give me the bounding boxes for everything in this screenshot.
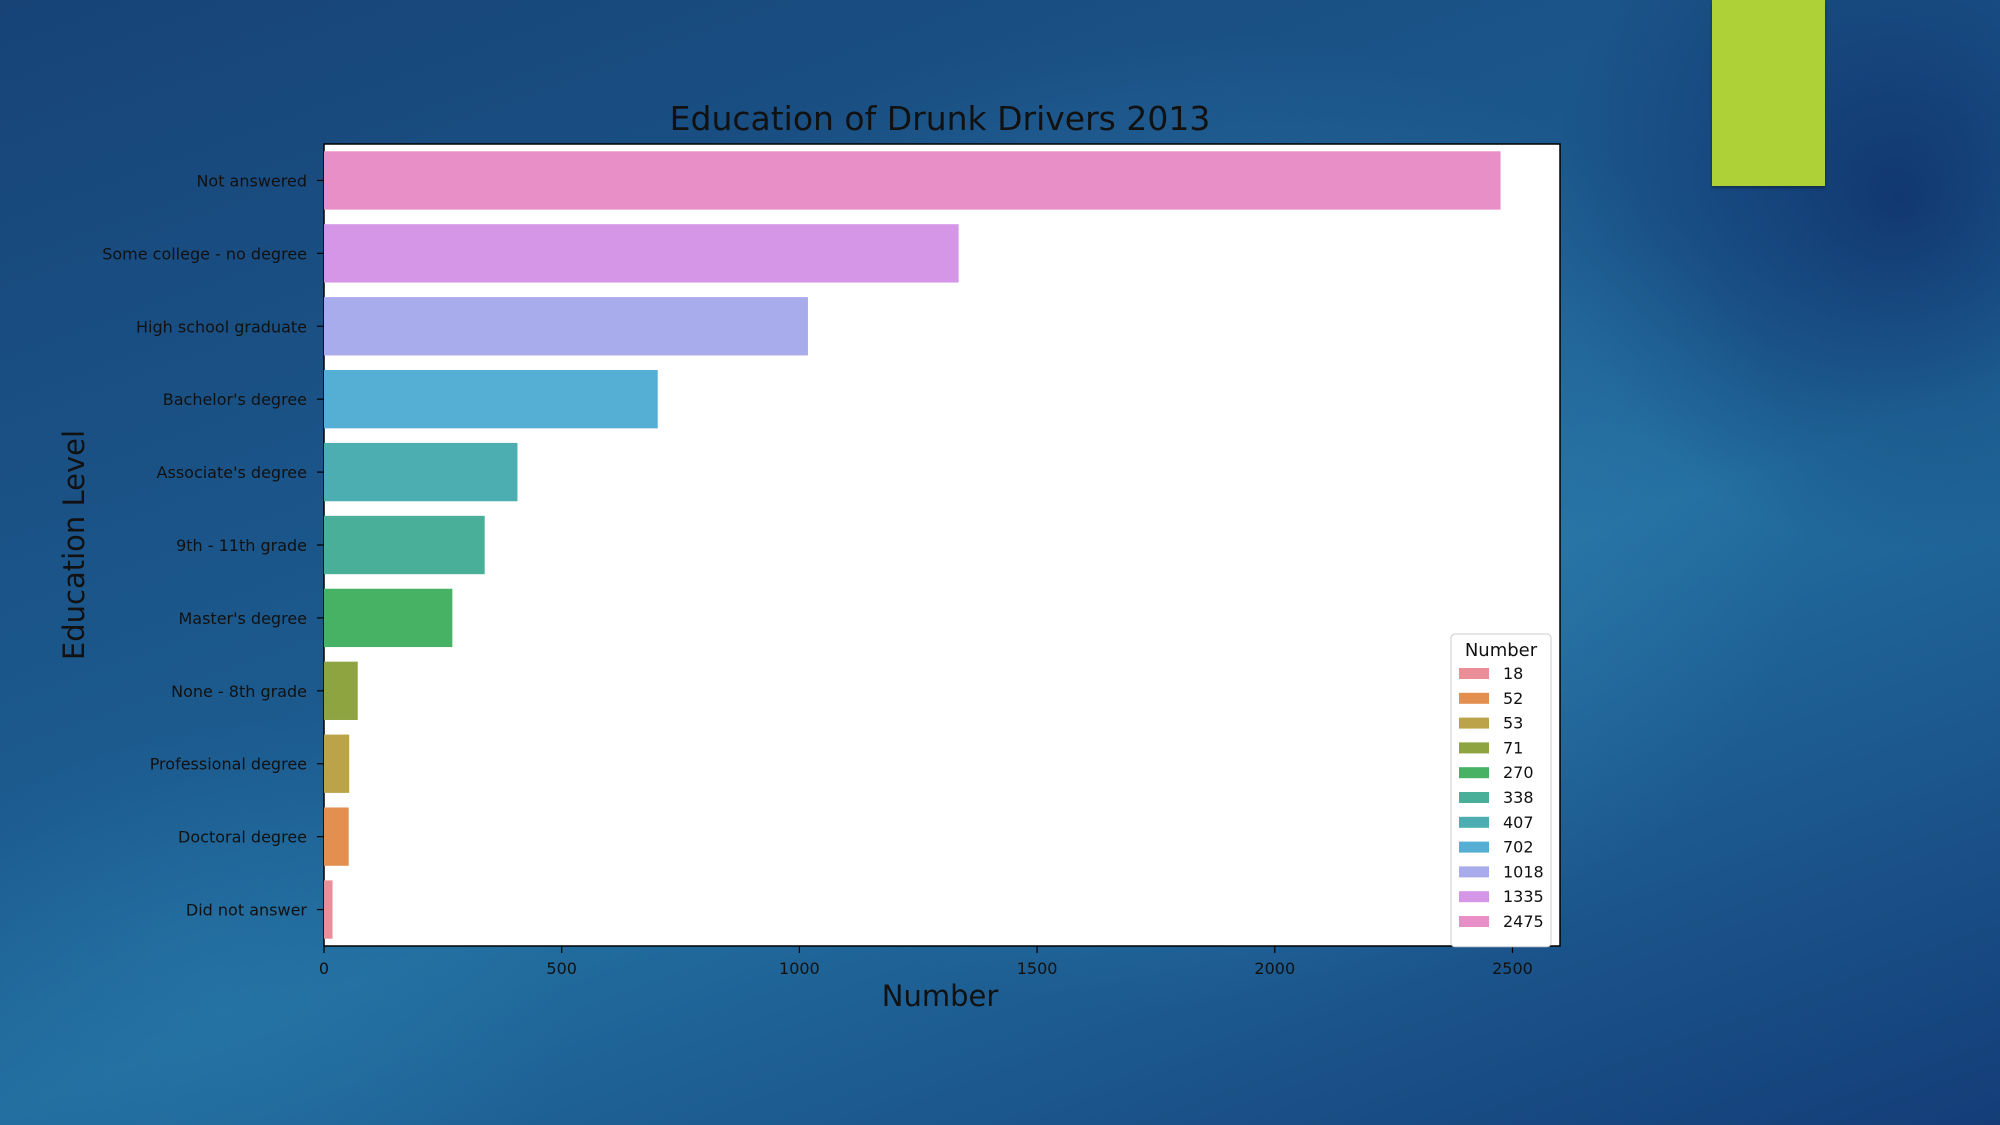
- bar: [324, 370, 658, 429]
- legend-label: 71: [1503, 738, 1523, 757]
- y-tick-label: None - 8th grade: [171, 682, 307, 701]
- bar: [324, 880, 333, 939]
- y-tick-label: Not answered: [196, 171, 307, 190]
- x-tick-label: 2000: [1254, 959, 1295, 978]
- bar: [324, 588, 453, 648]
- y-tick-label: Did not answer: [186, 901, 308, 920]
- y-axis-label: Education Level: [57, 430, 91, 660]
- y-tick-label: Bachelor's degree: [163, 390, 307, 409]
- legend-swatch: [1459, 767, 1489, 779]
- legend-title: Number: [1465, 640, 1538, 661]
- y-tick-label: 9th - 11th grade: [176, 536, 307, 555]
- legend: Number 18 52 53 71 270 338 407 702 1018 1335 2475: [1450, 633, 1552, 948]
- x-axis-label: Number: [882, 979, 999, 1013]
- legend-swatch: [1459, 742, 1489, 754]
- x-tick-label: 2500: [1492, 959, 1533, 978]
- y-axis-ticks: Not answered Some college - no degree High…: [102, 171, 324, 920]
- legend-swatch: [1459, 692, 1489, 704]
- bar: [324, 442, 518, 502]
- legend-swatch: [1459, 866, 1489, 878]
- chart-title: Education of Drunk Drivers 2013: [670, 99, 1211, 138]
- x-axis-ticks: 0 500 1000 1500 2000 2500: [319, 946, 1533, 978]
- legend-label: 270: [1503, 763, 1534, 782]
- bar: [324, 734, 350, 793]
- bar: [324, 515, 485, 575]
- x-tick-label: 1000: [779, 959, 820, 978]
- x-tick-label: 0: [319, 959, 329, 978]
- bar: [324, 807, 349, 866]
- legend-label: 52: [1503, 689, 1523, 708]
- bar: [324, 297, 808, 356]
- legend-label: 407: [1503, 813, 1534, 832]
- y-tick-label: Professional degree: [150, 755, 307, 774]
- legend-swatch: [1459, 792, 1489, 803]
- legend-label: 1018: [1503, 862, 1544, 881]
- y-tick-label: Some college - no degree: [102, 244, 307, 263]
- legend-label: 702: [1503, 838, 1534, 857]
- legend-label: 338: [1503, 788, 1534, 807]
- x-tick-label: 1500: [1017, 959, 1058, 978]
- y-tick-label: High school graduate: [136, 317, 307, 336]
- bar: [324, 661, 358, 720]
- y-tick-label: Doctoral degree: [178, 828, 307, 847]
- legend-label: 1335: [1503, 887, 1544, 906]
- legend-swatch: [1459, 668, 1489, 679]
- legend-swatch: [1459, 816, 1489, 828]
- bar: [324, 224, 959, 283]
- legend-label: 2475: [1503, 912, 1544, 931]
- bar: [324, 151, 1501, 210]
- legend-label: 18: [1503, 664, 1523, 683]
- legend-swatch: [1459, 717, 1489, 729]
- x-tick-label: 500: [546, 959, 577, 978]
- legend-label: 53: [1503, 714, 1523, 733]
- y-tick-label: Master's degree: [178, 609, 307, 628]
- accent-block: [1712, 0, 1825, 186]
- legend-swatch: [1459, 841, 1489, 853]
- legend-swatch: [1459, 916, 1489, 927]
- y-tick-label: Associate's degree: [157, 463, 307, 482]
- legend-swatch: [1459, 891, 1489, 903]
- bars: [324, 151, 1501, 939]
